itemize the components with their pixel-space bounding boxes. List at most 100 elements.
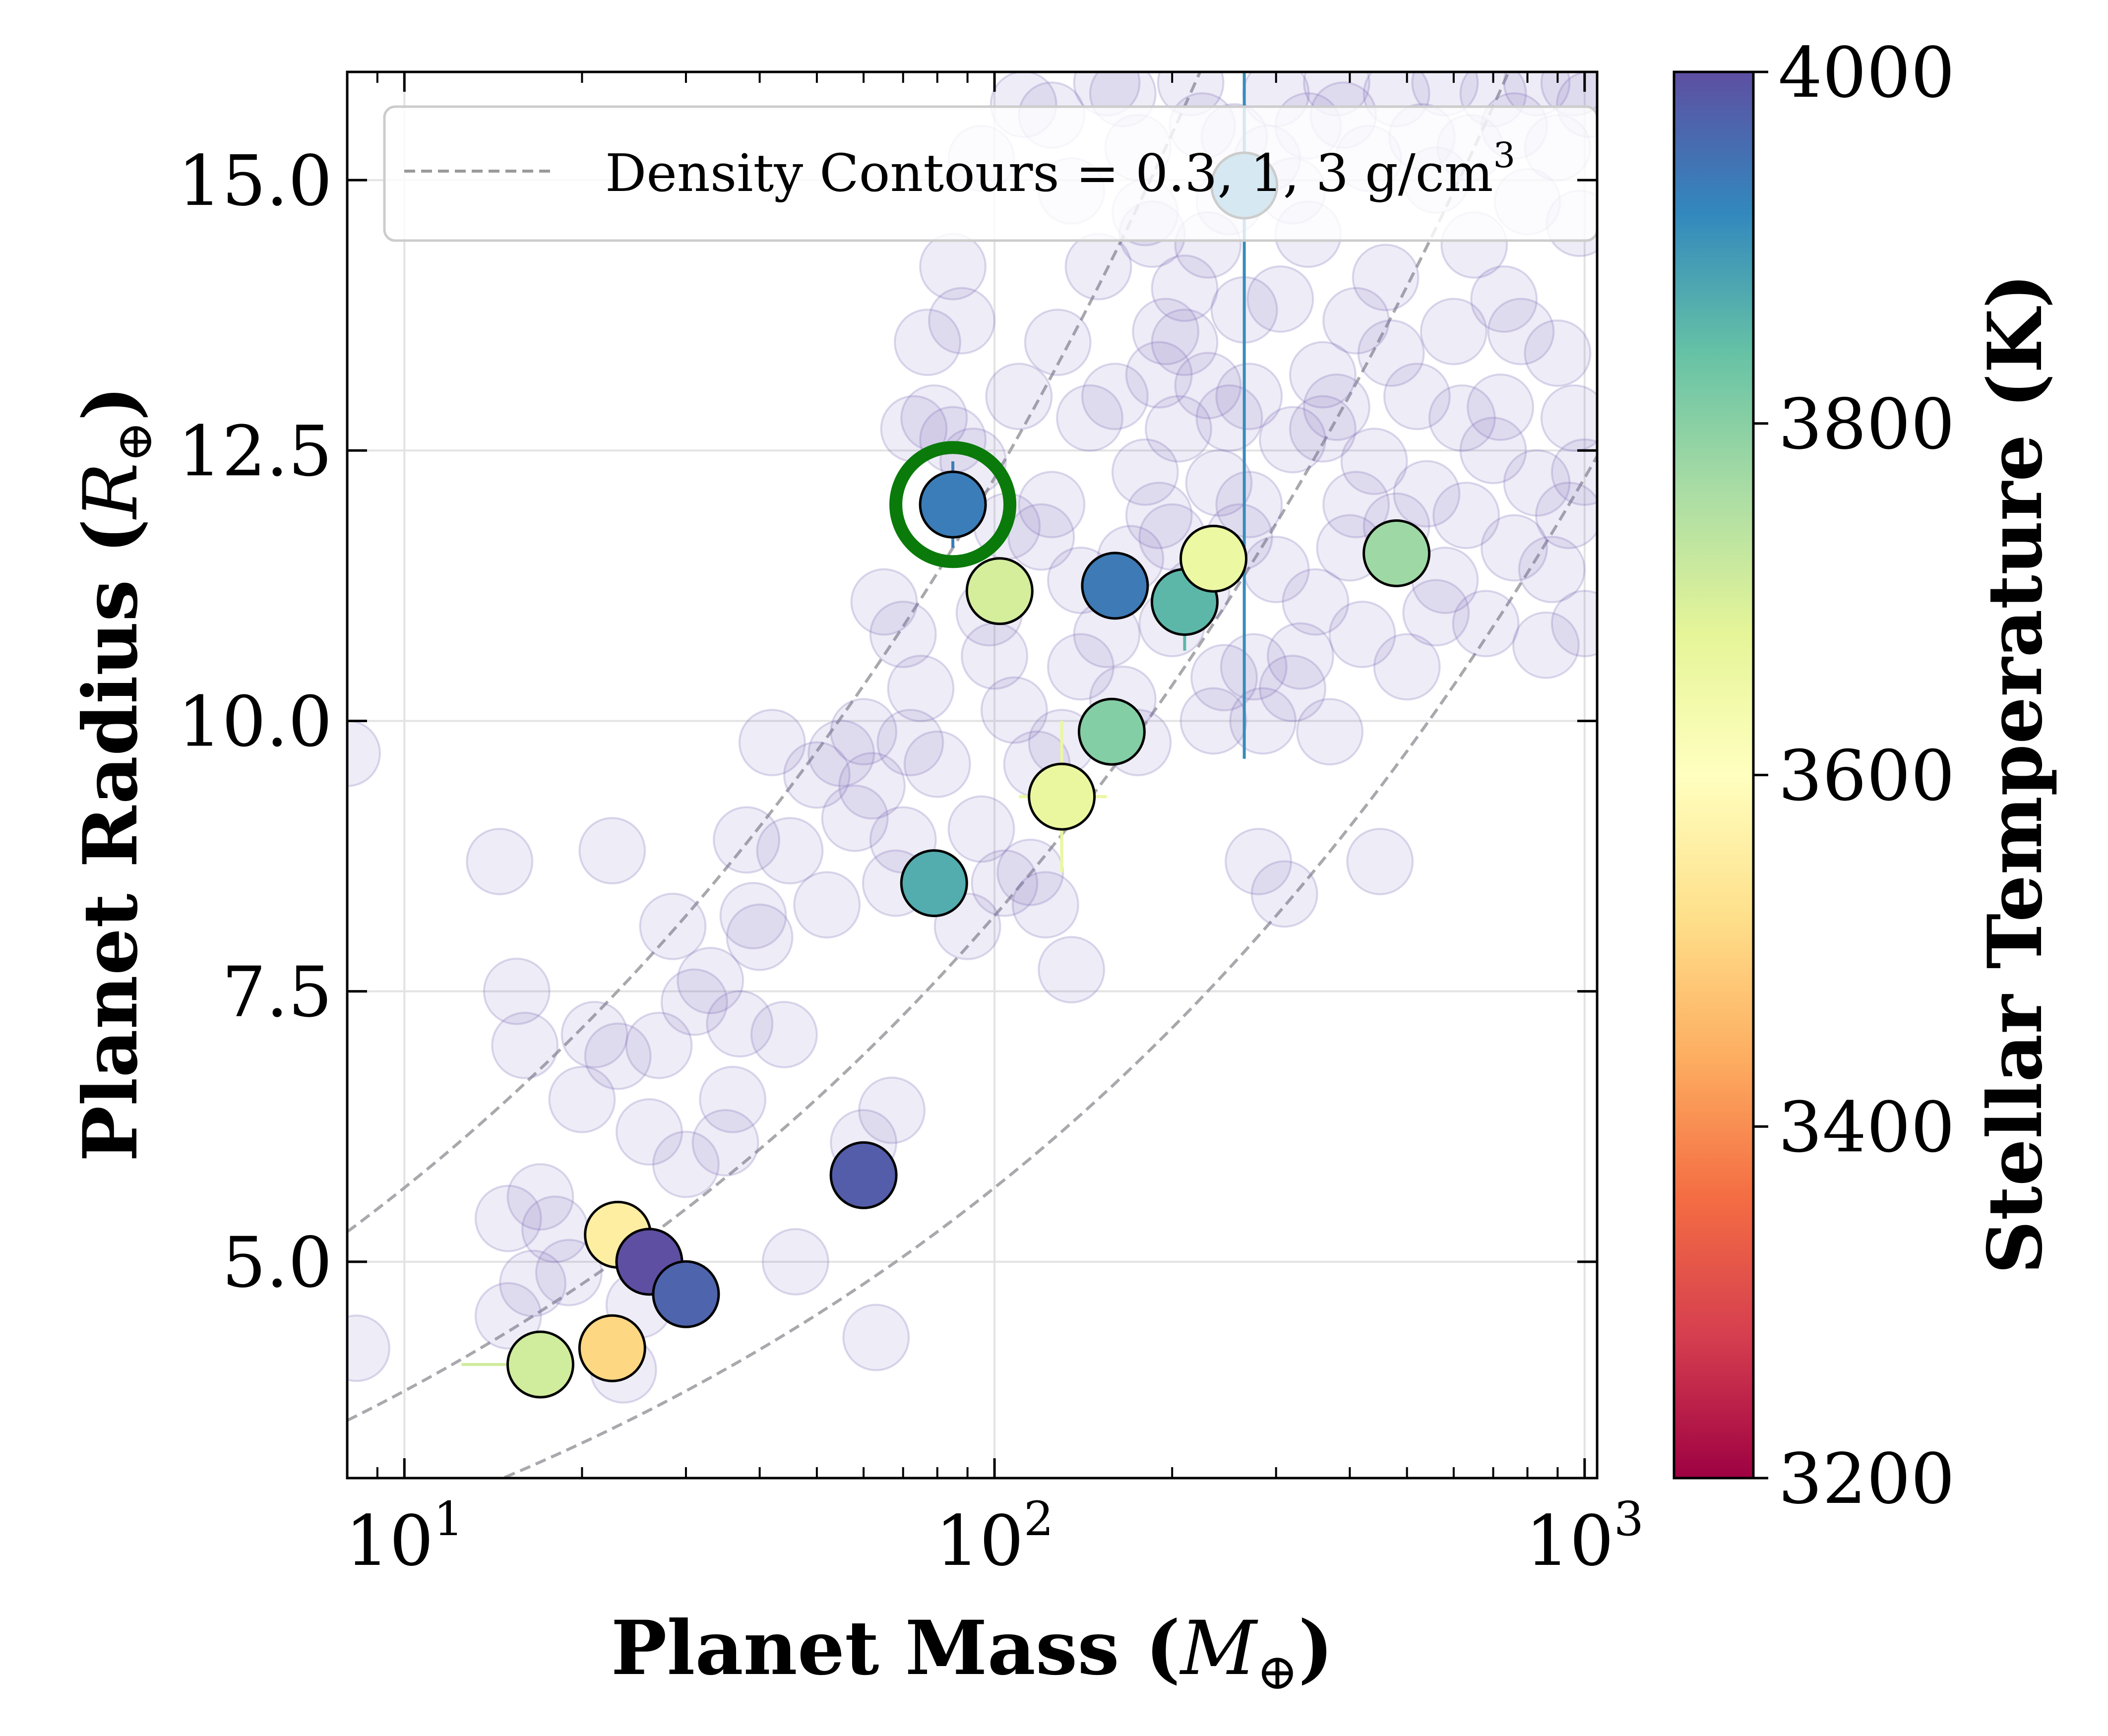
background-point <box>1503 449 1571 517</box>
planet-point <box>965 557 1034 625</box>
background-point <box>1550 590 1597 658</box>
background-point <box>1185 449 1253 517</box>
background-point <box>1383 363 1451 431</box>
background-point <box>616 1098 683 1166</box>
background-point <box>1480 514 1548 582</box>
background-point <box>1038 936 1106 1004</box>
background-point <box>985 363 1053 431</box>
background-point <box>1011 871 1079 939</box>
colorbar-gradient <box>1673 70 1755 1480</box>
background-point <box>980 676 1048 744</box>
background-point <box>1524 319 1592 387</box>
background-point <box>1357 319 1425 387</box>
legend: Density Contours = 0.3, 1, 3 g/cm3 <box>383 105 1599 242</box>
background-point <box>1125 341 1193 409</box>
background-point <box>1420 298 1488 366</box>
background-point <box>699 1065 767 1133</box>
background-point <box>548 1065 616 1133</box>
background-point <box>903 730 971 798</box>
background-point <box>483 957 551 1025</box>
background-point <box>1535 482 1597 550</box>
background-point <box>1452 590 1520 658</box>
background-point <box>1111 438 1179 506</box>
x-axis-title: Planet Mass (M⊕) <box>611 1605 1334 1701</box>
planet-point <box>900 849 968 918</box>
density-contour-0.3 <box>347 72 1202 1233</box>
background-point <box>1215 471 1283 539</box>
background-point <box>793 871 861 939</box>
background-point <box>347 719 381 787</box>
background-point <box>691 1109 759 1177</box>
legend-label: Density Contours = 0.3, 1, 3 g/cm3 <box>605 135 1515 203</box>
background-point <box>1056 384 1124 452</box>
colorbar-ticks: 3200 3400 3600 3800 4000 <box>1753 33 1955 1520</box>
background-point <box>1250 860 1318 928</box>
colorbar-tick-label: 3800 <box>1778 384 1955 465</box>
background-point <box>1289 341 1357 409</box>
background-point <box>1007 503 1075 571</box>
background-point <box>1322 287 1390 355</box>
background-point <box>1018 471 1086 539</box>
background-point <box>560 1000 628 1068</box>
background-point <box>706 990 774 1058</box>
highlighted-planets <box>506 151 1431 1399</box>
background-point <box>876 709 944 777</box>
background-point <box>947 795 1015 863</box>
x-tick-label: 101 <box>345 1492 464 1582</box>
background-point <box>347 1314 391 1382</box>
background-point <box>858 1076 926 1144</box>
colorbar: 3200 3400 3600 3800 4000 Stellar Temperature… <box>1673 33 2059 1520</box>
colorbar-tick-label: 3600 <box>1778 736 1955 817</box>
background-point <box>584 1022 652 1090</box>
background-point <box>830 698 898 766</box>
background-point <box>1459 417 1527 485</box>
background-point <box>1432 482 1500 550</box>
background-point <box>506 1163 574 1231</box>
background-point <box>1512 611 1580 679</box>
background-point <box>1151 309 1219 376</box>
axes-frame <box>346 70 1599 1480</box>
background-point <box>1246 265 1314 333</box>
background-point <box>1081 363 1149 431</box>
background-point <box>1518 536 1586 604</box>
planet-point <box>919 470 987 539</box>
x-tick-label: 103 <box>1525 1492 1644 1582</box>
background-point <box>971 849 1039 917</box>
background-point <box>842 1303 910 1371</box>
background-point <box>1296 698 1364 766</box>
background-point <box>1322 471 1390 539</box>
planet-point <box>506 1330 574 1399</box>
planet-point <box>578 1314 646 1382</box>
background-point <box>1144 395 1212 463</box>
y-tick-label: 7.5 <box>222 952 332 1033</box>
background-point <box>869 601 937 668</box>
planet-point <box>1028 762 1096 831</box>
colorbar-tick-label: 3400 <box>1778 1087 1955 1168</box>
background-point <box>928 287 995 355</box>
y-tick-label: 5.0 <box>222 1223 332 1303</box>
background-point <box>1174 352 1242 420</box>
density-contours <box>347 72 1597 1478</box>
background-point <box>639 892 707 960</box>
background-point <box>625 1011 693 1079</box>
planet-point <box>829 1141 898 1209</box>
background-point <box>1047 633 1115 701</box>
colorbar-tick-label: 4000 <box>1778 33 1955 114</box>
background-point <box>1373 633 1441 701</box>
grid-lines <box>347 72 1597 1478</box>
y-tick-label: 12.5 <box>178 411 332 492</box>
background-point <box>1550 438 1597 506</box>
background-point <box>850 568 918 636</box>
planet-point <box>652 1260 720 1328</box>
background-point <box>838 752 906 820</box>
background-point <box>1195 384 1263 452</box>
planet-point <box>1081 552 1149 620</box>
background-point <box>713 806 781 874</box>
background-point <box>1259 406 1327 474</box>
background-point <box>1266 622 1334 690</box>
planet-point <box>1179 524 1248 593</box>
background-point <box>1215 363 1283 431</box>
background-point <box>1024 309 1092 376</box>
y-axis-title: Planet Radius (R⊕) <box>67 386 163 1162</box>
